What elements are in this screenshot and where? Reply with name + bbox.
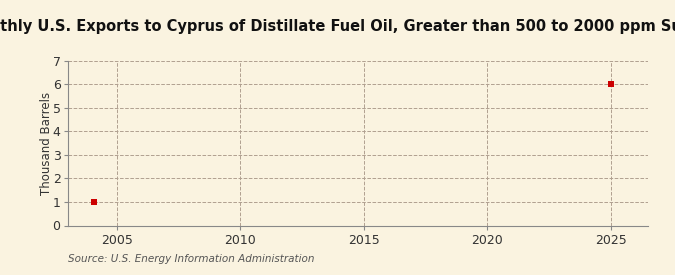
Text: Monthly U.S. Exports to Cyprus of Distillate Fuel Oil, Greater than 500 to 2000 : Monthly U.S. Exports to Cyprus of Distil… — [0, 19, 675, 34]
Text: Source: U.S. Energy Information Administration: Source: U.S. Energy Information Administ… — [68, 254, 314, 264]
Y-axis label: Thousand Barrels: Thousand Barrels — [40, 91, 53, 195]
